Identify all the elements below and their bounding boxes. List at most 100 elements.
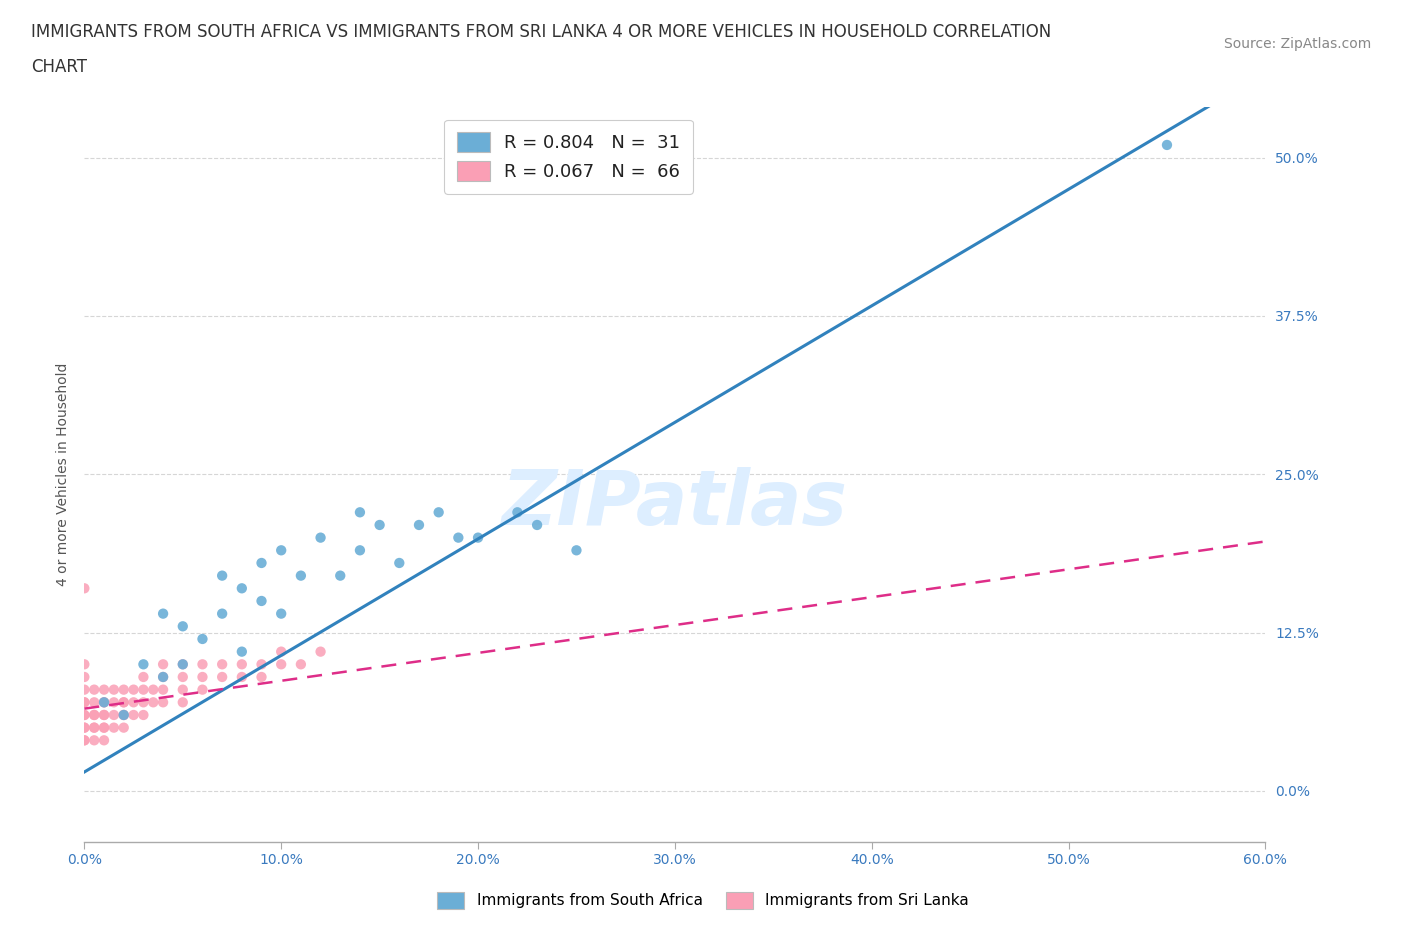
Point [172,657,194,671]
Point [152,670,174,684]
Point [132,708,155,723]
Point [73,581,96,596]
Point [93,695,115,710]
Point [172,657,194,671]
Point [349,505,371,520]
Point [152,657,174,671]
Point [368,517,391,532]
Point [191,683,214,698]
Point [73,720,96,735]
Point [211,670,233,684]
Point [73,720,96,735]
Point [93,708,115,723]
Point [122,683,145,698]
Text: ZIPatlas: ZIPatlas [502,467,848,540]
Point [309,530,332,545]
Point [73,670,96,684]
Point [152,683,174,698]
Text: CHART: CHART [31,58,87,75]
Point [73,683,96,698]
Legend: Immigrants from South Africa, Immigrants from Sri Lanka: Immigrants from South Africa, Immigrants… [427,883,979,918]
Point [93,708,115,723]
Point [103,720,125,735]
Point [231,670,253,684]
Point [250,593,273,608]
Point [231,581,253,596]
Point [73,657,96,671]
Point [329,568,352,583]
Point [93,720,115,735]
Point [103,708,125,723]
Point [83,708,105,723]
Text: IMMIGRANTS FROM SOUTH AFRICA VS IMMIGRANTS FROM SRI LANKA 4 OR MORE VEHICLES IN : IMMIGRANTS FROM SOUTH AFRICA VS IMMIGRAN… [31,23,1052,41]
Point [83,695,105,710]
Point [93,695,115,710]
Point [290,657,312,671]
Point [231,657,253,671]
Point [191,631,214,646]
Point [103,683,125,698]
Point [172,670,194,684]
Point [132,683,155,698]
Point [83,683,105,698]
Text: Source: ZipAtlas.com: Source: ZipAtlas.com [1223,37,1371,51]
Point [565,543,588,558]
Point [132,670,155,684]
Point [152,695,174,710]
Point [112,695,135,710]
Point [73,733,96,748]
Point [211,657,233,671]
Point [506,505,529,520]
Point [270,606,292,621]
Point [93,683,115,698]
Point [408,517,430,532]
Point [112,720,135,735]
Point [172,683,194,698]
Point [231,644,253,659]
Point [250,555,273,570]
Legend: R = 0.804   N =  31, R = 0.067   N =  66: R = 0.804 N = 31, R = 0.067 N = 66 [444,120,693,193]
Point [467,530,489,545]
Point [103,695,125,710]
Point [112,708,135,723]
Point [152,670,174,684]
Point [122,695,145,710]
Point [83,733,105,748]
Point [1156,138,1178,153]
Point [191,670,214,684]
Point [83,720,105,735]
Point [73,708,96,723]
Point [172,695,194,710]
Point [427,505,450,520]
Point [290,568,312,583]
Point [73,695,96,710]
Point [132,695,155,710]
Point [211,568,233,583]
Point [83,720,105,735]
Point [73,733,96,748]
Point [83,708,105,723]
Point [270,644,292,659]
Point [526,517,548,532]
Point [122,708,145,723]
Point [211,606,233,621]
Point [73,695,96,710]
Point [309,644,332,659]
Point [112,683,135,698]
Point [250,657,273,671]
Point [142,683,165,698]
Point [112,708,135,723]
Point [93,720,115,735]
Point [73,708,96,723]
Point [112,708,135,723]
Y-axis label: 4 or more Vehicles in Household: 4 or more Vehicles in Household [56,363,70,586]
Point [447,530,470,545]
Point [191,657,214,671]
Point [250,670,273,684]
Point [93,733,115,748]
Point [172,618,194,633]
Point [270,657,292,671]
Point [388,555,411,570]
Point [349,543,371,558]
Point [112,695,135,710]
